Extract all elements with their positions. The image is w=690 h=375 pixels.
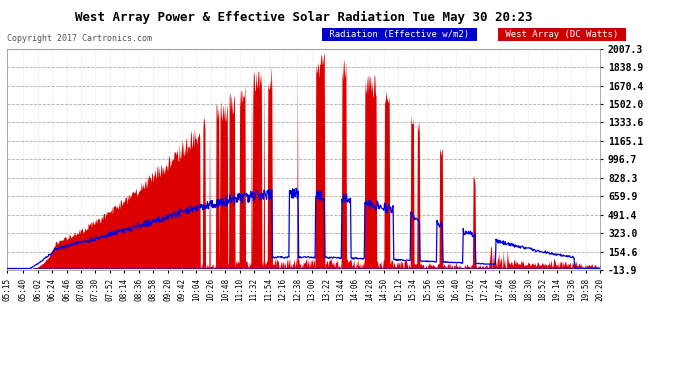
Text: West Array (DC Watts): West Array (DC Watts)	[500, 30, 624, 39]
Text: Copyright 2017 Cartronics.com: Copyright 2017 Cartronics.com	[7, 34, 152, 43]
Text: West Array Power & Effective Solar Radiation Tue May 30 20:23: West Array Power & Effective Solar Radia…	[75, 11, 533, 24]
Text: Radiation (Effective w/m2): Radiation (Effective w/m2)	[324, 30, 475, 39]
